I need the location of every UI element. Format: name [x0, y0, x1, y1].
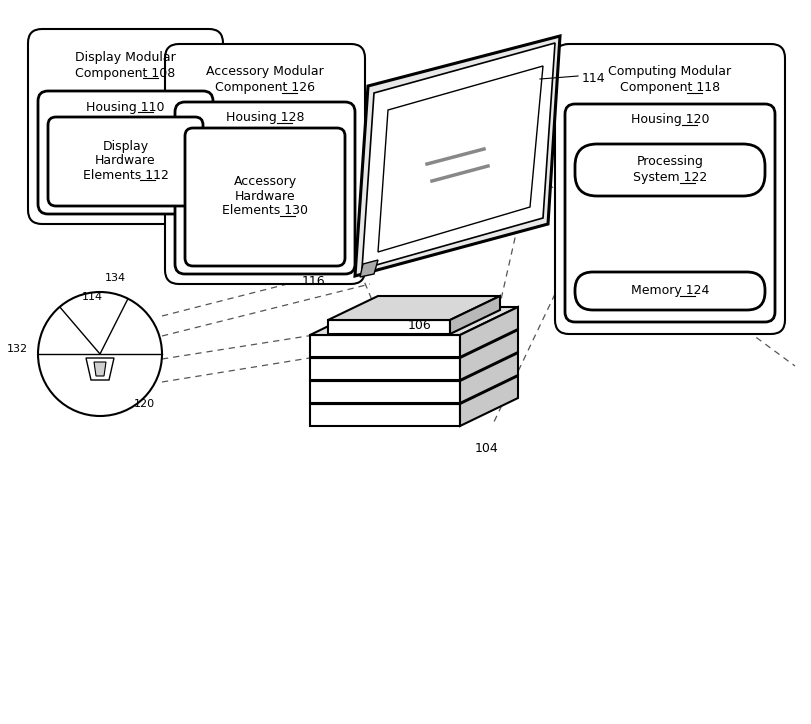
FancyBboxPatch shape: [48, 117, 203, 206]
Text: Housing 120: Housing 120: [630, 114, 708, 127]
Polygon shape: [310, 330, 517, 358]
Text: Accessory: Accessory: [233, 175, 296, 188]
Polygon shape: [310, 376, 517, 404]
Polygon shape: [460, 376, 517, 426]
Polygon shape: [310, 353, 517, 381]
Text: Memory 124: Memory 124: [630, 285, 708, 298]
Text: Housing 128: Housing 128: [225, 111, 304, 125]
FancyBboxPatch shape: [574, 272, 764, 310]
Text: 114: 114: [581, 72, 605, 85]
Text: Component 126: Component 126: [215, 82, 315, 95]
Text: Display Modular: Display Modular: [75, 51, 176, 64]
Polygon shape: [359, 260, 378, 277]
Polygon shape: [460, 330, 517, 380]
Polygon shape: [378, 66, 543, 252]
FancyBboxPatch shape: [28, 29, 223, 224]
Polygon shape: [94, 362, 106, 376]
Polygon shape: [310, 335, 460, 357]
Text: 114: 114: [82, 292, 103, 302]
Text: Hardware: Hardware: [234, 190, 295, 203]
Polygon shape: [310, 358, 460, 380]
Circle shape: [38, 292, 162, 416]
Text: Display: Display: [102, 140, 148, 153]
FancyBboxPatch shape: [185, 128, 345, 266]
Text: Elements 130: Elements 130: [221, 204, 307, 217]
Text: Computing Modular: Computing Modular: [607, 65, 731, 78]
Text: 134: 134: [105, 273, 126, 283]
FancyBboxPatch shape: [554, 44, 784, 334]
Polygon shape: [310, 307, 517, 335]
Polygon shape: [354, 36, 560, 276]
Text: 104: 104: [474, 442, 498, 455]
Text: System 122: System 122: [632, 172, 706, 185]
FancyBboxPatch shape: [175, 102, 354, 274]
Text: 132: 132: [6, 344, 28, 354]
Text: 120: 120: [134, 399, 155, 409]
Text: Processing: Processing: [636, 154, 702, 167]
Text: Hardware: Hardware: [95, 154, 156, 167]
Polygon shape: [362, 43, 554, 269]
FancyBboxPatch shape: [38, 91, 212, 214]
FancyBboxPatch shape: [574, 144, 764, 196]
Text: 106: 106: [407, 319, 431, 332]
Polygon shape: [460, 353, 517, 403]
Polygon shape: [449, 296, 500, 334]
Text: Elements 112: Elements 112: [83, 169, 168, 182]
FancyBboxPatch shape: [165, 44, 365, 284]
Text: Component 108: Component 108: [75, 67, 175, 80]
Polygon shape: [86, 358, 114, 380]
Text: Housing 110: Housing 110: [86, 101, 165, 114]
Polygon shape: [328, 320, 449, 334]
Text: 116: 116: [301, 276, 324, 288]
Polygon shape: [310, 404, 460, 426]
Polygon shape: [460, 307, 517, 357]
Polygon shape: [328, 296, 500, 320]
Polygon shape: [310, 381, 460, 403]
FancyBboxPatch shape: [564, 104, 774, 322]
Text: Component 118: Component 118: [619, 82, 719, 95]
Text: Accessory Modular: Accessory Modular: [206, 65, 324, 78]
